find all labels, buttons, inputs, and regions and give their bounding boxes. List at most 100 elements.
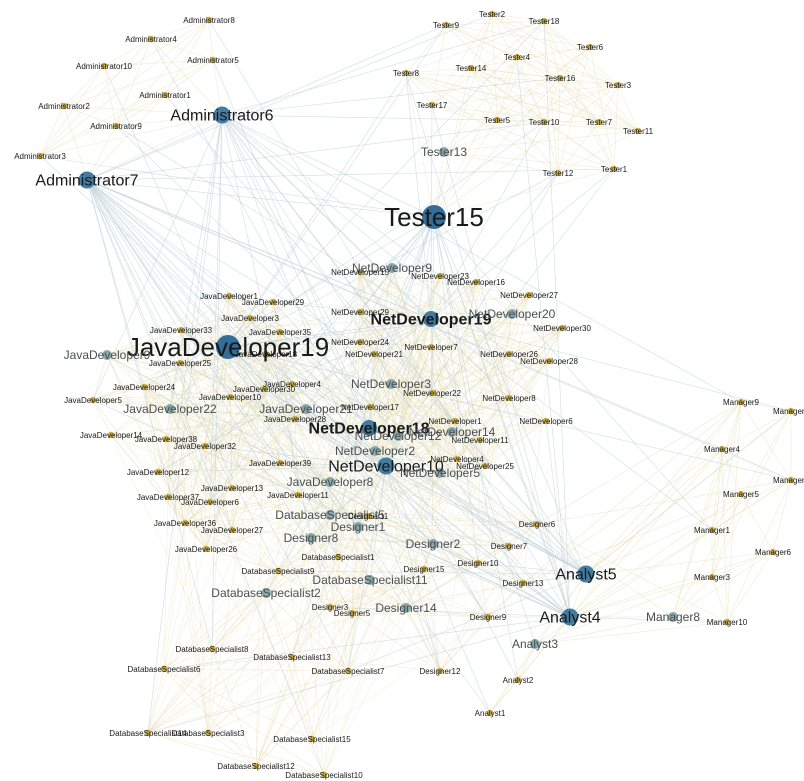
node-analyst2[interactable] (514, 676, 522, 684)
node-analyst4[interactable] (561, 608, 579, 626)
node-designer15[interactable] (420, 565, 428, 573)
node-netdeveloper20[interactable] (507, 309, 517, 319)
node-javadeveloper5[interactable] (89, 396, 97, 404)
node-netdeveloper6[interactable] (542, 417, 550, 425)
node-databasespecialist13[interactable] (288, 653, 296, 661)
node-netdeveloper22[interactable] (428, 389, 436, 397)
node-javadeveloper6[interactable] (206, 498, 214, 506)
node-administrator3[interactable] (36, 152, 44, 160)
node-javadeveloper30[interactable] (260, 385, 268, 393)
node-javadeveloper19[interactable] (216, 335, 240, 359)
node-manager3[interactable] (708, 573, 716, 581)
node-tester11[interactable] (634, 127, 642, 135)
node-tester17[interactable] (428, 101, 436, 109)
node-javadeveloper9[interactable] (102, 350, 112, 360)
node-tester7[interactable] (595, 118, 603, 126)
node-tester3[interactable] (614, 81, 622, 89)
node-netdeveloper9[interactable] (387, 263, 397, 273)
node-netdeveloper16[interactable] (472, 278, 480, 286)
node-databasespecialist15[interactable] (308, 735, 316, 743)
node-netdeveloper24[interactable] (356, 338, 364, 346)
node-netdeveloper14[interactable] (447, 427, 457, 437)
node-javadeveloper12[interactable] (154, 468, 162, 476)
node-manager2[interactable] (787, 476, 795, 484)
node-designer5[interactable] (348, 609, 356, 617)
node-designer3[interactable] (326, 603, 334, 611)
node-javadeveloper26[interactable] (202, 545, 210, 553)
node-databasespecialist3[interactable] (204, 729, 212, 737)
node-analyst5[interactable] (577, 565, 595, 583)
node-administrator2[interactable] (60, 102, 68, 110)
node-javadeveloper11[interactable] (294, 491, 302, 499)
node-javadeveloper8[interactable] (325, 477, 335, 487)
node-designer11[interactable] (364, 512, 372, 520)
node-tester18[interactable] (540, 17, 548, 25)
node-tester8[interactable] (402, 69, 410, 77)
node-databasespecialist7[interactable] (344, 667, 352, 675)
node-netdeveloper25[interactable] (481, 462, 489, 470)
node-administrator1[interactable] (161, 91, 169, 99)
node-netdeveloper30[interactable] (558, 324, 566, 332)
node-javadeveloper37[interactable] (164, 493, 172, 501)
node-manager8[interactable] (668, 612, 678, 622)
node-manager6[interactable] (769, 548, 777, 556)
node-tester2[interactable] (488, 10, 496, 18)
node-netdeveloper15[interactable] (356, 268, 364, 276)
node-javadeveloper35[interactable] (276, 328, 284, 336)
node-netdeveloper18[interactable] (361, 420, 377, 436)
node-netdeveloper2[interactable] (370, 446, 380, 456)
node-manager1[interactable] (708, 526, 716, 534)
node-tester6[interactable] (586, 43, 594, 51)
node-netdeveloper5[interactable] (435, 468, 445, 478)
node-javadeveloper38[interactable] (162, 435, 170, 443)
node-netdeveloper28[interactable] (545, 357, 553, 365)
node-javadeveloper39[interactable] (276, 459, 284, 467)
node-designer7[interactable] (505, 542, 513, 550)
node-javadeveloper4[interactable] (288, 380, 296, 388)
node-netdeveloper17[interactable] (366, 403, 374, 411)
node-designer10[interactable] (474, 559, 482, 567)
node-netdeveloper27[interactable] (525, 291, 533, 299)
node-analyst3[interactable] (530, 639, 540, 649)
node-designer8[interactable] (306, 533, 316, 543)
node-manager7[interactable] (787, 407, 795, 415)
node-javadeveloper21[interactable] (301, 404, 311, 414)
node-databasespecialist12[interactable] (252, 762, 260, 770)
node-databasespecialist1[interactable] (334, 553, 342, 561)
node-javadeveloper14[interactable] (107, 431, 115, 439)
node-databasespecialist9[interactable] (274, 567, 282, 575)
node-designer12[interactable] (436, 667, 444, 675)
node-tester1[interactable] (610, 165, 618, 173)
node-javadeveloper28[interactable] (291, 415, 299, 423)
node-tester15[interactable] (422, 205, 446, 229)
node-databasespecialist8[interactable] (208, 645, 216, 653)
node-javadeveloper18[interactable] (262, 350, 270, 358)
node-netdeveloper19[interactable] (423, 311, 439, 327)
node-manager4[interactable] (718, 445, 726, 453)
node-javadeveloper1[interactable] (225, 292, 233, 300)
node-databasespecialist2[interactable] (261, 588, 271, 598)
node-tester13[interactable] (439, 147, 449, 157)
node-databasespecialist14[interactable] (144, 729, 152, 737)
node-javadeveloper32[interactable] (201, 442, 209, 450)
node-designer6[interactable] (533, 520, 541, 528)
node-netdeveloper11[interactable] (476, 436, 484, 444)
node-netdeveloper8[interactable] (505, 394, 513, 402)
node-administrator6[interactable] (213, 106, 231, 124)
node-javadeveloper25[interactable] (176, 359, 184, 367)
node-netdeveloper26[interactable] (505, 350, 513, 358)
node-javadeveloper22[interactable] (165, 404, 175, 414)
node-tester14[interactable] (467, 64, 475, 72)
node-tester5[interactable] (493, 116, 501, 124)
node-javadeveloper36[interactable] (181, 519, 189, 527)
node-netdeveloper1[interactable] (451, 417, 459, 425)
node-netdeveloper23[interactable] (436, 272, 444, 280)
node-manager10[interactable] (723, 618, 731, 626)
node-tester12[interactable] (554, 169, 562, 177)
node-tester10[interactable] (540, 118, 548, 126)
node-administrator8[interactable] (205, 16, 213, 24)
node-javadeveloper3[interactable] (246, 314, 254, 322)
node-netdeveloper29[interactable] (356, 308, 364, 316)
node-databasespecialist6[interactable] (160, 665, 168, 673)
node-designer1[interactable] (353, 522, 363, 532)
